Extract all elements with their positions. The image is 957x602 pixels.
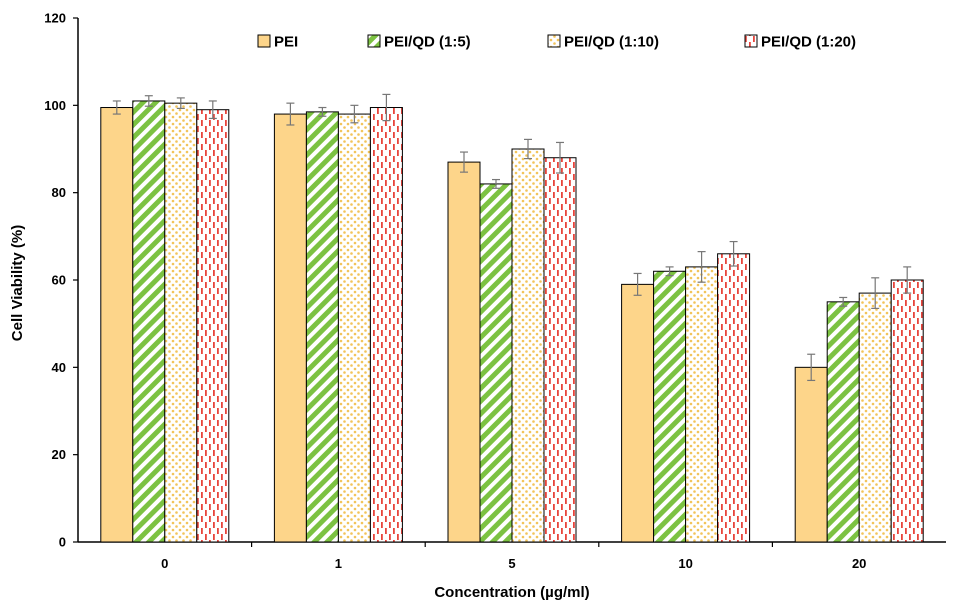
x-tick-label: 10 [678,556,692,571]
bar [717,253,751,543]
x-tick-label: 20 [852,556,866,571]
x-axis-title: Concentration (µg/ml) [434,584,589,601]
bar [100,107,134,543]
legend-label: PEI/QD (1:10) [564,34,659,51]
y-tick-label: 40 [52,360,66,375]
y-tick-label: 0 [59,535,66,550]
bar [511,148,545,543]
bar [621,283,655,543]
bar [685,266,719,543]
y-tick-label: 120 [44,11,66,26]
legend-label: PEI [274,34,298,51]
bar [479,183,513,543]
y-axis-title: Cell Viability (%) [9,225,26,341]
bar [132,100,166,543]
bar [337,113,371,543]
legend-label: PEI/QD (1:20) [761,34,856,51]
bar [794,366,828,543]
bar [858,292,892,543]
legend-swatch [547,34,561,48]
x-tick-label: 1 [335,556,342,571]
bar [826,301,860,543]
bar [653,270,687,543]
bar [305,111,339,543]
legend-swatch [257,34,271,48]
y-tick-label: 100 [44,98,66,113]
legend-swatch [744,34,758,48]
legend-swatch [367,34,381,48]
plot-area: 0 20 40 60 80 100 120 0 1 5 10 20 [44,11,946,571]
y-tick-label: 20 [52,447,66,462]
x-tick-label: 5 [508,556,515,571]
legend: PEI PEI/QD (1:5) PEI/QD (1:10) PEI/QD (1:20… [257,34,856,51]
bar [369,107,403,543]
y-tick-label: 80 [52,185,66,200]
x-tick-label: 0 [161,556,168,571]
bar [196,109,230,543]
bar [543,157,577,543]
bar [164,102,198,543]
y-tick-label: 60 [52,273,66,288]
bar [273,113,307,543]
bar [447,161,481,543]
legend-label: PEI/QD (1:5) [384,34,471,51]
bar [890,279,924,543]
